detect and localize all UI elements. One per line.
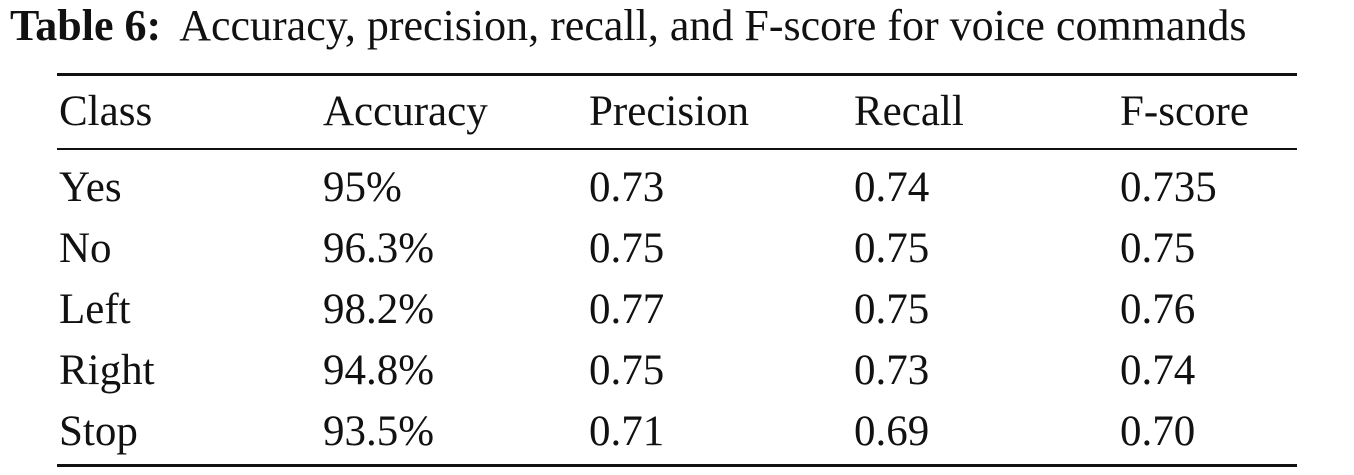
f-score-cell: 0.76	[1120, 286, 1196, 333]
precision-cell: 0.71	[589, 408, 665, 455]
recall-cell: 0.73	[854, 347, 930, 394]
table-caption-label: Table 6:	[10, 1, 162, 50]
class-cell: Stop	[59, 408, 138, 455]
table-row: Right 94.8% 0.75 0.73 0.74	[57, 343, 1297, 399]
class-cell: Left	[59, 286, 131, 333]
table-caption-text: Accuracy, precision, recall, and F-score…	[179, 1, 1247, 50]
accuracy-cell: 98.2%	[323, 286, 435, 333]
accuracy-cell: 94.8%	[323, 347, 435, 394]
column-header-f-score: F-score	[1120, 88, 1249, 135]
precision-cell: 0.75	[589, 225, 665, 272]
f-score-cell: 0.74	[1120, 347, 1196, 394]
table-row: Yes 95% 0.73 0.74 0.735	[57, 160, 1297, 216]
f-score-cell: 0.735	[1120, 164, 1217, 211]
accuracy-cell: 95%	[323, 164, 402, 211]
bottom-rule	[57, 464, 1297, 467]
accuracy-cell: 96.3%	[323, 225, 435, 272]
column-header-recall: Recall	[854, 88, 964, 135]
recall-cell: 0.74	[854, 164, 930, 211]
table-row: No 96.3% 0.75 0.75 0.75	[57, 221, 1297, 277]
column-header-precision: Precision	[589, 88, 750, 135]
class-cell: Right	[59, 347, 155, 394]
recall-cell: 0.69	[854, 408, 930, 455]
top-rule	[57, 73, 1297, 76]
header-rule	[57, 148, 1297, 150]
precision-cell: 0.73	[589, 164, 665, 211]
table-row: Stop 93.5% 0.71 0.69 0.70	[57, 404, 1297, 460]
table-caption: Table 6: Accuracy, precision, recall, and…	[10, 0, 1247, 52]
f-score-cell: 0.75	[1120, 225, 1196, 272]
class-cell: No	[59, 225, 112, 272]
column-header-accuracy: Accuracy	[323, 88, 488, 135]
recall-cell: 0.75	[854, 286, 930, 333]
precision-cell: 0.77	[589, 286, 665, 333]
f-score-cell: 0.70	[1120, 408, 1196, 455]
precision-cell: 0.75	[589, 347, 665, 394]
class-cell: Yes	[59, 164, 122, 211]
table-row: Left 98.2% 0.77 0.75 0.76	[57, 282, 1297, 338]
accuracy-cell: 93.5%	[323, 408, 435, 455]
table-header-row: Class Accuracy Precision Recall F-score	[57, 84, 1297, 140]
column-header-class: Class	[59, 88, 153, 135]
recall-cell: 0.75	[854, 225, 930, 272]
